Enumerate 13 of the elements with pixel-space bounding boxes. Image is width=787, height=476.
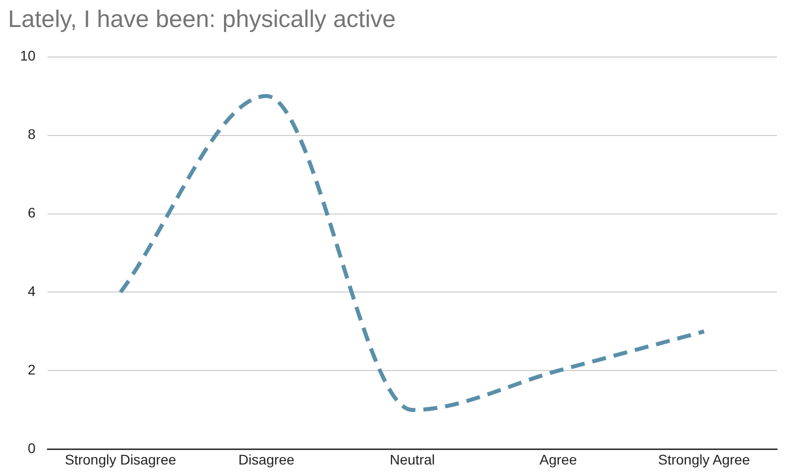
x-tick-label: Disagree [238,451,295,468]
x-tick-label: Strongly Disagree [64,451,176,468]
chart-title: Lately, I have been: physically active [8,6,396,34]
y-tick-label: 0 [28,440,36,456]
y-tick-label: 6 [28,204,36,221]
y-tick-label: 10 [20,48,36,64]
y-tick-label: 8 [28,126,36,142]
y-tick-label: 4 [28,283,36,300]
y-tick-label: 2 [28,362,36,378]
x-tick-label: Neutral [390,451,435,468]
line-series [118,94,706,412]
x-tick-label: Strongly Agree [658,451,750,468]
x-tick-label: Agree [539,451,578,468]
